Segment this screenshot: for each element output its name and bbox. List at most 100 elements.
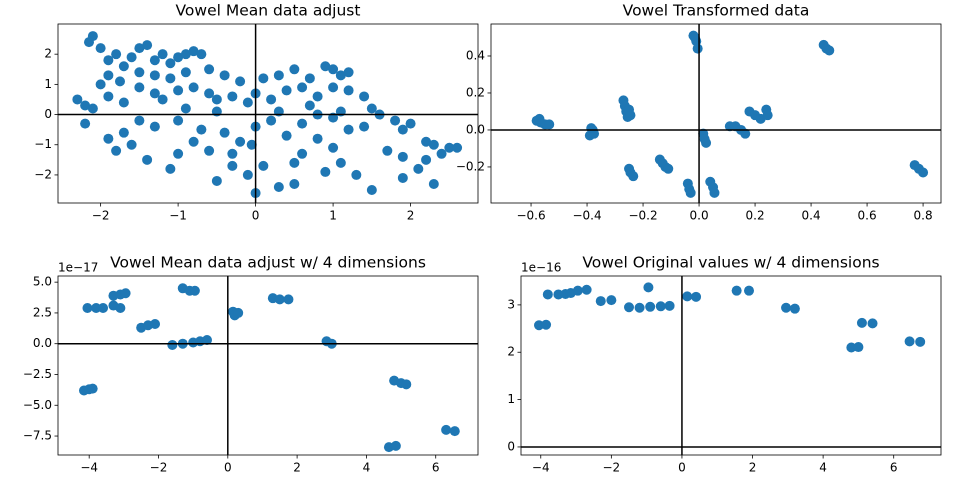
point	[904, 336, 915, 347]
point	[134, 67, 145, 78]
point	[103, 70, 114, 81]
point	[134, 115, 145, 126]
point	[227, 148, 238, 159]
point	[682, 291, 693, 302]
point	[149, 121, 160, 132]
x-tick-label: −2	[92, 209, 110, 223]
point	[731, 285, 742, 296]
point	[297, 148, 308, 159]
point	[335, 70, 346, 81]
point	[853, 342, 864, 353]
y-tick-label: 0.4	[466, 48, 485, 62]
point	[390, 115, 401, 126]
point	[266, 94, 277, 105]
point	[312, 133, 323, 144]
point	[390, 440, 401, 451]
point	[401, 379, 412, 390]
point	[91, 303, 102, 314]
plot-area	[58, 276, 478, 455]
point	[150, 319, 161, 330]
point	[80, 100, 91, 111]
point	[289, 178, 300, 189]
subplot-title: Vowel Mean data adjust	[176, 2, 361, 20]
point	[118, 97, 129, 108]
point	[242, 169, 253, 180]
x-tick-label: −4	[80, 461, 98, 475]
y-tick-label: −2	[34, 167, 52, 181]
point	[867, 318, 878, 329]
point	[211, 94, 222, 105]
point	[258, 73, 269, 84]
point	[351, 169, 362, 180]
point	[421, 136, 432, 147]
x-tick-label: 2	[293, 461, 301, 475]
point	[114, 76, 125, 87]
point	[165, 163, 176, 174]
subplot: −2 −1 0 1 2 −2 −1 0 1 2 Vowel Mean data adjust	[34, 2, 479, 223]
point	[397, 151, 408, 162]
y-tick-label: 0.0	[33, 336, 52, 350]
point	[366, 103, 377, 114]
point	[211, 175, 222, 186]
x-tick-label: 0	[678, 461, 686, 475]
x-tick-label: 1	[329, 209, 337, 223]
y-tick-label: −5.0	[23, 398, 52, 412]
axes-frame	[57, 275, 479, 456]
point	[242, 97, 253, 108]
point	[328, 64, 339, 75]
point	[413, 163, 424, 174]
point	[95, 79, 106, 90]
point	[134, 82, 145, 93]
point	[219, 70, 230, 81]
y-tick-label: 0.2	[466, 85, 485, 99]
point	[366, 185, 377, 196]
point	[149, 88, 160, 99]
point	[111, 49, 122, 60]
x-tick-label: 6	[890, 461, 898, 475]
y-tick-label: 2	[507, 345, 515, 359]
point	[118, 61, 129, 72]
x-tick-label: −0.4	[572, 209, 601, 223]
point	[915, 336, 926, 347]
point	[645, 301, 656, 312]
point	[405, 118, 416, 129]
point	[689, 32, 700, 43]
x-tick-label: −4	[532, 461, 550, 475]
y-tick-label: 0.0	[466, 122, 485, 136]
plot-area	[491, 24, 941, 203]
point	[149, 70, 160, 81]
x-tick-label: 0.6	[858, 209, 877, 223]
x-tick-label: 2	[749, 461, 757, 475]
point	[428, 139, 439, 150]
point	[397, 124, 408, 135]
point	[328, 82, 339, 93]
point	[142, 154, 153, 165]
subplot-title: Vowel Transformed data	[623, 2, 810, 20]
point	[335, 157, 346, 168]
offset-text: 1e−16	[521, 261, 561, 275]
point	[544, 119, 555, 130]
point	[115, 303, 126, 314]
point	[103, 55, 114, 66]
point	[343, 67, 354, 78]
axes-frame	[490, 23, 942, 204]
y-tick-label: 5.0	[33, 275, 52, 289]
subplot: −4 −2 0 2 4 6 −7.5 −5.0 −2.5 0.0 2.5 5.0 Vowel Mean …	[23, 254, 479, 475]
point	[204, 88, 215, 99]
point	[781, 302, 792, 313]
point	[436, 148, 447, 159]
point	[246, 139, 257, 150]
point	[572, 285, 583, 296]
point	[397, 172, 408, 183]
point	[312, 91, 323, 102]
point	[126, 139, 137, 150]
point	[180, 67, 191, 78]
point	[441, 424, 452, 435]
point	[685, 187, 696, 198]
point	[692, 43, 703, 54]
point	[452, 142, 463, 153]
point	[273, 182, 284, 193]
point	[118, 127, 129, 138]
subplot: −4 −2 0 2 4 6 0 1 2 3 Vowel Original values w/ 4 d…	[507, 254, 942, 475]
point	[789, 303, 800, 314]
